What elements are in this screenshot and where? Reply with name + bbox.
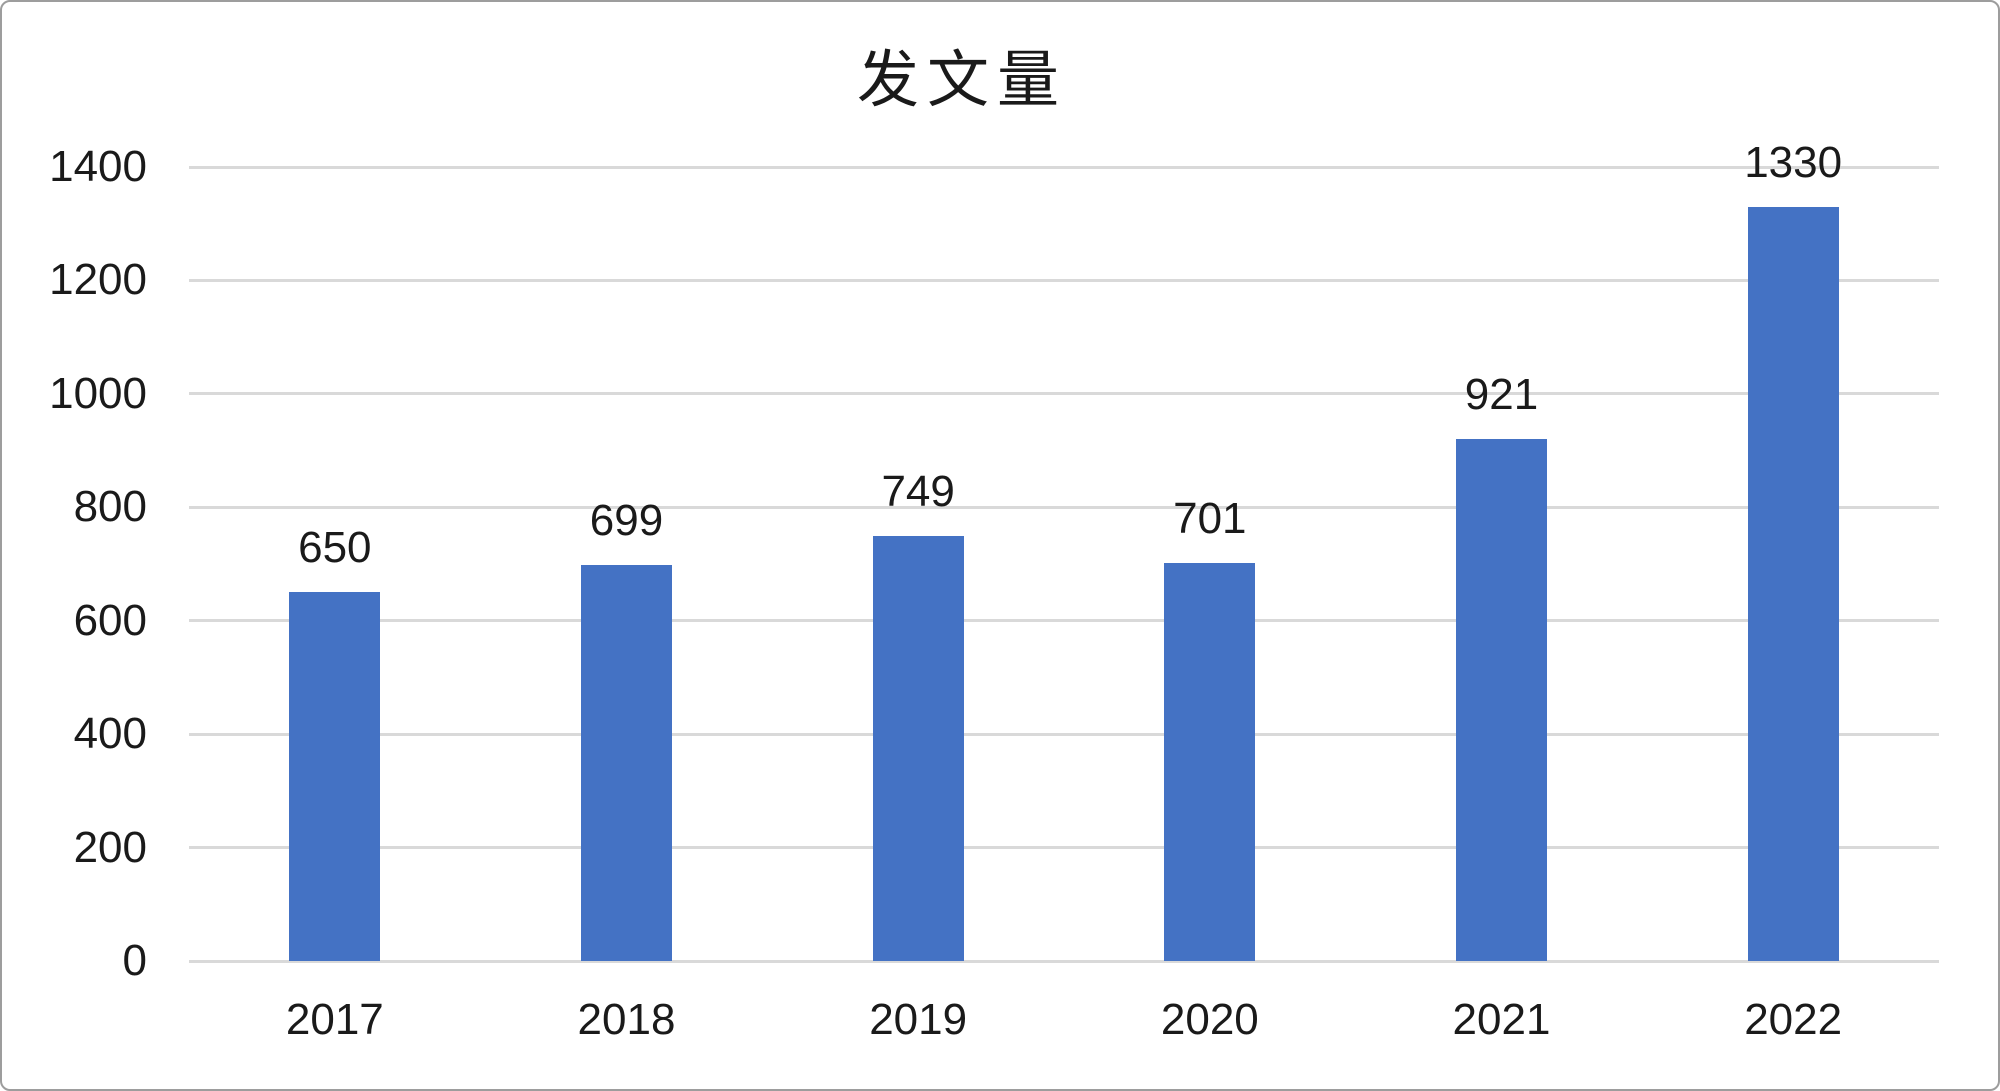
gridline-y0: [189, 959, 1939, 963]
bar-value-label-2019: 749: [881, 467, 955, 517]
gridline-y1200: [189, 278, 1939, 282]
x-axis-tick-label-2022: 2022: [1744, 995, 1843, 1044]
gridline-y200: [189, 846, 1939, 850]
gridline-y1400: [189, 165, 1939, 169]
y-axis-tick-label: 400: [73, 709, 147, 759]
y-axis-tick-label: 0: [122, 936, 147, 985]
y-axis-tick-label: 200: [73, 822, 147, 872]
y-axis-tick-label: 1000: [49, 368, 147, 418]
gridline-y400: [189, 732, 1939, 736]
x-axis-tick-label-2021: 2021: [1452, 995, 1551, 1044]
bar-2022: [1747, 206, 1839, 961]
y-axis-tick-label: 1400: [49, 142, 147, 191]
gridline-y1000: [189, 392, 1939, 396]
y-axis-tick-label: 800: [73, 482, 147, 532]
chart-title: 发文量: [856, 46, 1067, 115]
bar-2021: [1456, 438, 1547, 961]
bar-2019: [872, 536, 964, 961]
gridline-y800: [189, 505, 1939, 509]
bar-value-label-2020: 701: [1173, 494, 1247, 544]
y-axis-tick-label: 1200: [49, 255, 147, 305]
x-axis-tick-label-2020: 2020: [1160, 995, 1259, 1044]
y-axis-tick-label: 600: [73, 595, 147, 645]
gridline-y600: [189, 619, 1939, 623]
bar-2017: [289, 592, 381, 961]
bar-value-label-2017: 650: [298, 523, 372, 573]
bar-value-label-2018: 699: [589, 495, 664, 545]
x-axis-tick-label-2019: 2019: [869, 995, 968, 1044]
bar-value-label-2021: 921: [1464, 369, 1539, 419]
x-axis-tick-label-2018: 2018: [577, 995, 676, 1044]
bar-value-label-2022: 1330: [1744, 137, 1843, 187]
x-axis-tick-label-2017: 2017: [285, 995, 384, 1044]
bar-2020: [1164, 563, 1256, 961]
bar-2018: [581, 564, 672, 961]
